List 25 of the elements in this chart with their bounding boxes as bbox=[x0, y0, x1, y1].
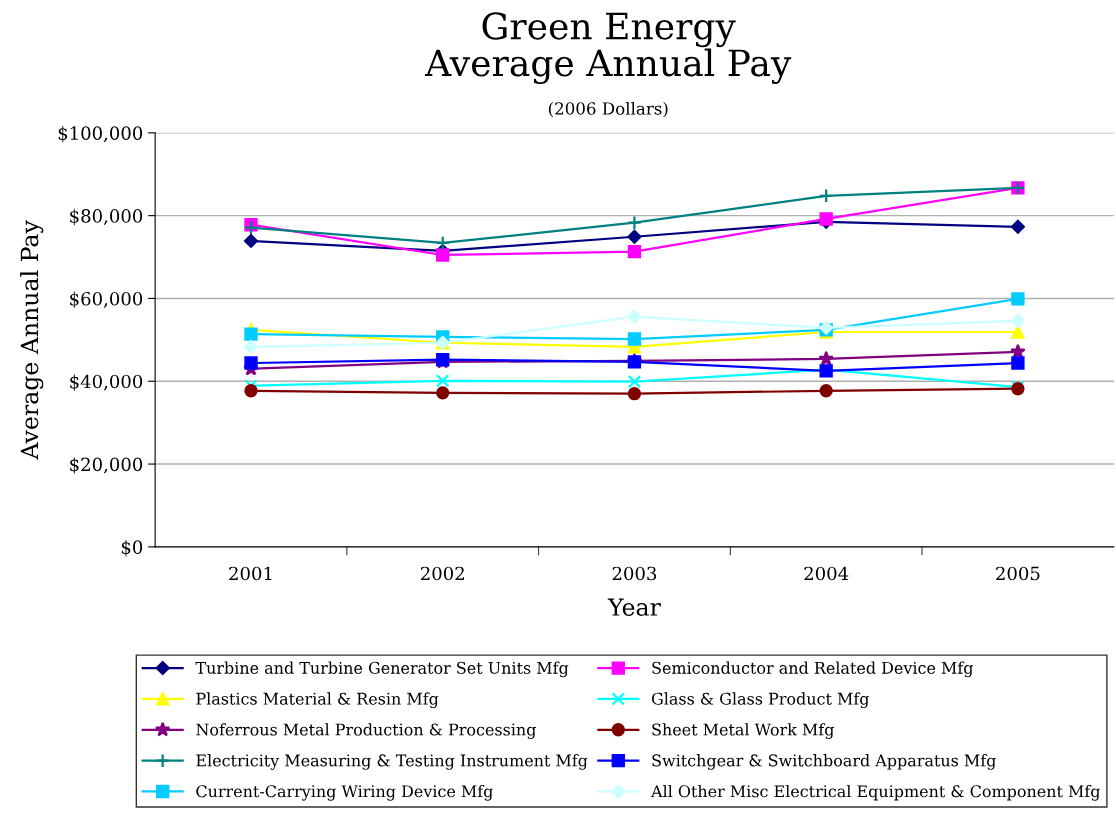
legend-label: Electricity Measuring & Testing Instrument Mfg bbox=[196, 754, 588, 770]
legend-label: Switchgear & Switchboard Apparatus Mfg bbox=[652, 754, 996, 770]
y-tick-label: $80,000 bbox=[70, 208, 143, 226]
x-tick-label: 2002 bbox=[420, 566, 464, 581]
x-tick-label: 2001 bbox=[229, 566, 272, 581]
x-tick-label: 2003 bbox=[612, 566, 657, 581]
legend-label: Semiconductor and Related Device Mfg bbox=[652, 661, 974, 678]
y-tick-label: $60,000 bbox=[70, 291, 143, 308]
y-axis-title: Average Annual Pay bbox=[20, 220, 44, 460]
y-tick-label: $0 bbox=[121, 540, 143, 557]
legend-label: All Other Misc Electrical Equipment & Component Mfg bbox=[650, 784, 1101, 801]
y-tick-label: $20,000 bbox=[70, 457, 143, 474]
x-tick-label: 2004 bbox=[804, 566, 849, 581]
y-tick-label: $40,000 bbox=[70, 374, 143, 391]
x-axis-title: Year bbox=[607, 598, 661, 616]
legend-label: Glass & Glass Product Mfg bbox=[651, 692, 870, 709]
legend-label: Turbine and Turbine Generator Set Units Mfg bbox=[195, 661, 569, 678]
legend-label: Sheet Metal Work Mfg bbox=[652, 723, 834, 739]
legend-label: Plastics Material & Resin Mfg bbox=[196, 692, 439, 709]
chart-subtitle: (2006 Dollars) bbox=[548, 101, 668, 118]
legend-label: Noferrous Metal Production & Processing bbox=[196, 723, 536, 739]
chart-title: Green Energy Average Annual Pay bbox=[424, 12, 792, 85]
x-tick-label: 2005 bbox=[996, 566, 1040, 581]
legend-label: Current-Carrying Wiring Device Mfg bbox=[196, 784, 493, 801]
y-tick-label: $100,000 bbox=[58, 125, 143, 143]
